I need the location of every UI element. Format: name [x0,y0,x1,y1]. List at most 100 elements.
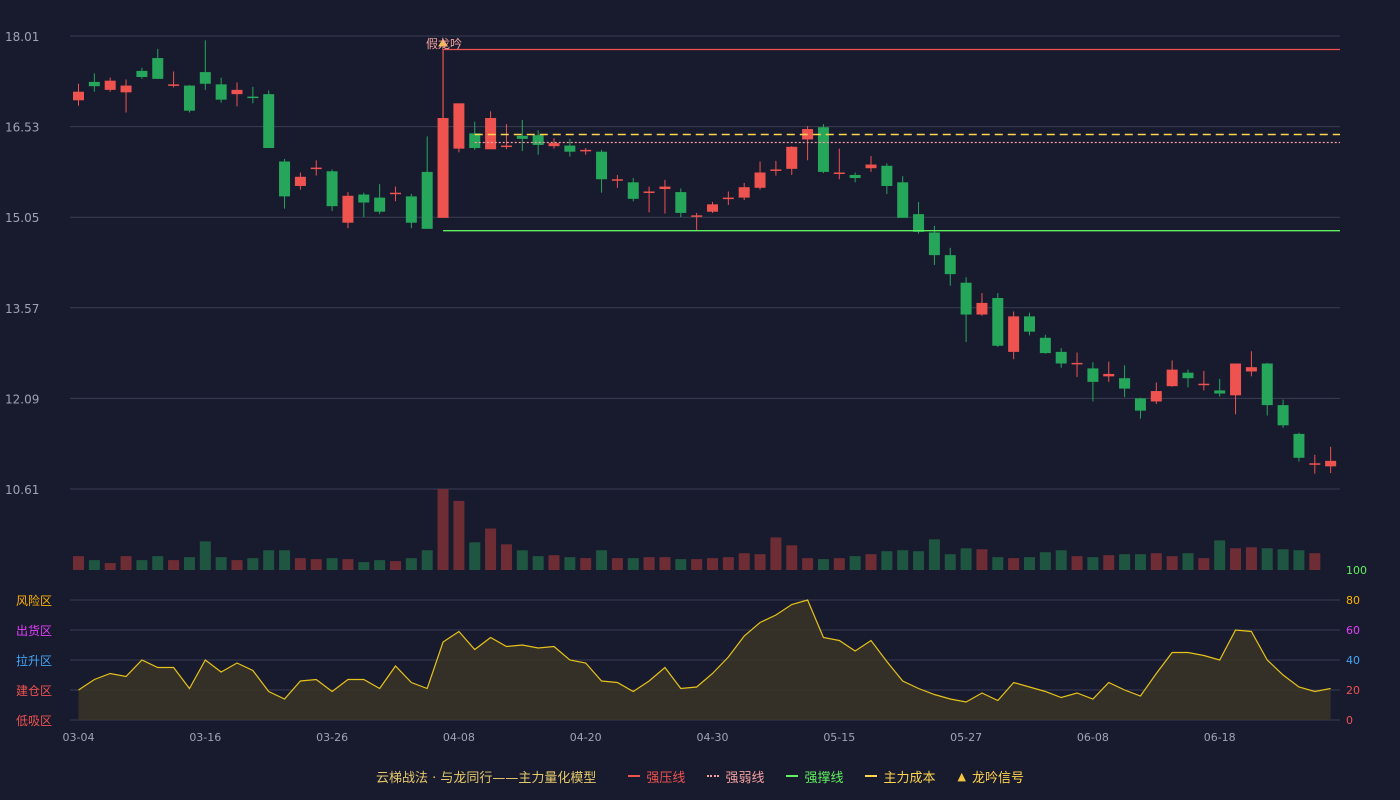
volume-bar [294,558,306,570]
volume-bar [770,537,782,570]
volume-bar [374,560,386,570]
candle-body [1293,433,1305,458]
legend-item-support[interactable]: 强撑线 [786,767,843,786]
volume-bar [215,557,227,570]
volume-bar [263,550,275,570]
candle-body [944,255,956,275]
volume-bar [627,558,639,570]
volume-bar [1261,548,1273,570]
date-tick-label: 05-15 [823,731,855,744]
volume-bar [73,556,84,570]
date-tick-label: 04-08 [443,731,475,744]
date-tick-label: 05-27 [950,731,982,744]
volume-bar [231,560,243,570]
candle-body [548,143,560,147]
candle-body [738,187,750,198]
volume-bar [675,559,687,570]
candle-body [913,214,925,232]
date-tick-label: 03-26 [316,731,348,744]
candle-body [183,85,195,111]
volume-bar [326,558,338,570]
volume-bar [913,551,925,570]
candle-body [1134,398,1146,411]
candle-body [263,94,275,149]
volume-bar [580,558,592,570]
candle-body [881,165,893,186]
candle-body [976,302,988,315]
candle-body [786,146,798,169]
volume-bar [88,560,100,570]
zone-label: 低吸区 [16,714,52,728]
candle-body [659,186,671,190]
candle-body [1150,391,1162,402]
candle-body [564,145,576,152]
volume-bar [691,559,703,570]
candle-body [849,174,861,179]
candle-body [358,194,370,203]
pressure-line [442,48,1340,119]
legend-item-cost[interactable]: 主力成本 [865,767,935,786]
legend-item-signal[interactable]: ▲ 龙吟信号 [957,767,1023,786]
volume-bar [104,563,116,570]
volume-bar [532,556,544,570]
legend-label: 龙吟信号 [971,770,1024,786]
indicator-area [78,600,1331,720]
volume-bar [1198,558,1210,570]
volume-bar [1309,553,1321,570]
signal-marker [438,38,449,47]
legend-title: 云梯战法 · 与龙同行——主力量化模型 [376,770,597,786]
indicator-tick-label: 80 [1346,594,1360,607]
volume-bar [611,558,623,570]
candle-body [754,172,766,188]
candle-body [1309,463,1321,465]
candle-body [73,91,84,101]
legend-item-weak[interactable]: 强弱线 [707,767,764,786]
volume-bar [659,557,671,570]
candle-body [928,232,940,256]
candle-body [152,58,164,79]
volume-bar [1039,552,1051,570]
volume-bar [405,558,417,570]
volume-bar [1245,547,1257,570]
date-tick-label: 06-08 [1077,731,1109,744]
volume-bar [992,557,1004,570]
date-tick-label: 03-16 [189,731,221,744]
volume-bar [1087,557,1099,570]
volume-bar [279,550,291,570]
candle-body [168,84,180,86]
candle-body [865,164,877,169]
volume-bar [754,554,766,570]
indicator-tick-label: 0 [1346,714,1353,727]
candle-body [1214,390,1226,394]
volume-bar [944,554,956,570]
candle-body [596,151,608,180]
volume-bar [960,548,972,570]
candle-body [897,182,909,218]
volume-bar [643,557,655,570]
price-tick-label: 16.53 [5,121,39,135]
indicator-tick-label: 20 [1346,684,1360,697]
candle-body [1008,316,1020,352]
candle-body [1119,378,1131,389]
candle-body [691,215,703,217]
volume-bar [421,550,433,570]
candle-body [231,89,243,95]
candle-body [1277,405,1289,426]
candle-body [342,195,354,223]
volume-bar [1055,550,1067,570]
volume-bar [802,558,814,570]
candle-body [215,84,227,100]
legend-item-pressure[interactable]: 强压线 [628,767,685,786]
volume-bar [516,550,528,570]
volume-bar [1293,550,1305,570]
volume-bar [786,545,798,570]
solid-line-icon [786,775,799,777]
candle-body [1024,316,1035,332]
volume-bar [928,539,940,570]
volume-bar [1008,558,1020,570]
candle-body [675,192,687,213]
volume-bar [390,561,401,570]
price-tick-label: 18.01 [5,30,39,44]
candle-body [1245,367,1257,372]
